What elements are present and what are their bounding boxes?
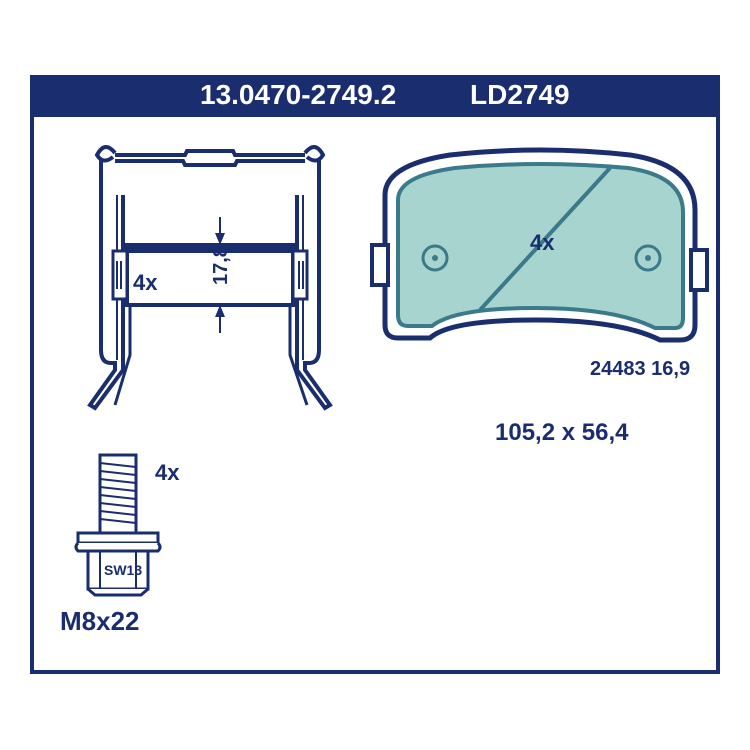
side-border-left (30, 75, 34, 674)
header-part-number: 13.0470-2749.2 (200, 79, 396, 110)
clip-dimension: 17,8 (210, 217, 232, 333)
svg-text:17,8: 17,8 (210, 246, 232, 285)
diagram-canvas: 13.0470-2749.2 LD2749 4x (0, 0, 750, 750)
bolt: SW13 4x M8x22 (60, 455, 180, 636)
pad-qty-label: 4x (530, 230, 555, 255)
pad-dimensions: 105,2 x 56,4 (495, 419, 629, 446)
bolt-wrench-size: SW13 (104, 562, 142, 578)
bolt-spec: M8x22 (60, 606, 140, 636)
brake-pad: 4x 24483 16,9 105,2 x 56,4 (372, 150, 707, 446)
header-model-code: LD2749 (470, 79, 570, 110)
bottom-border (30, 670, 720, 674)
clip-assembly: 4x 17,8 (90, 147, 330, 408)
bolt-qty-label: 4x (155, 460, 180, 485)
pad-part-code: 24483 16,9 (590, 358, 690, 380)
side-border-right (716, 75, 720, 674)
clip-qty-label: 4x (133, 270, 158, 295)
